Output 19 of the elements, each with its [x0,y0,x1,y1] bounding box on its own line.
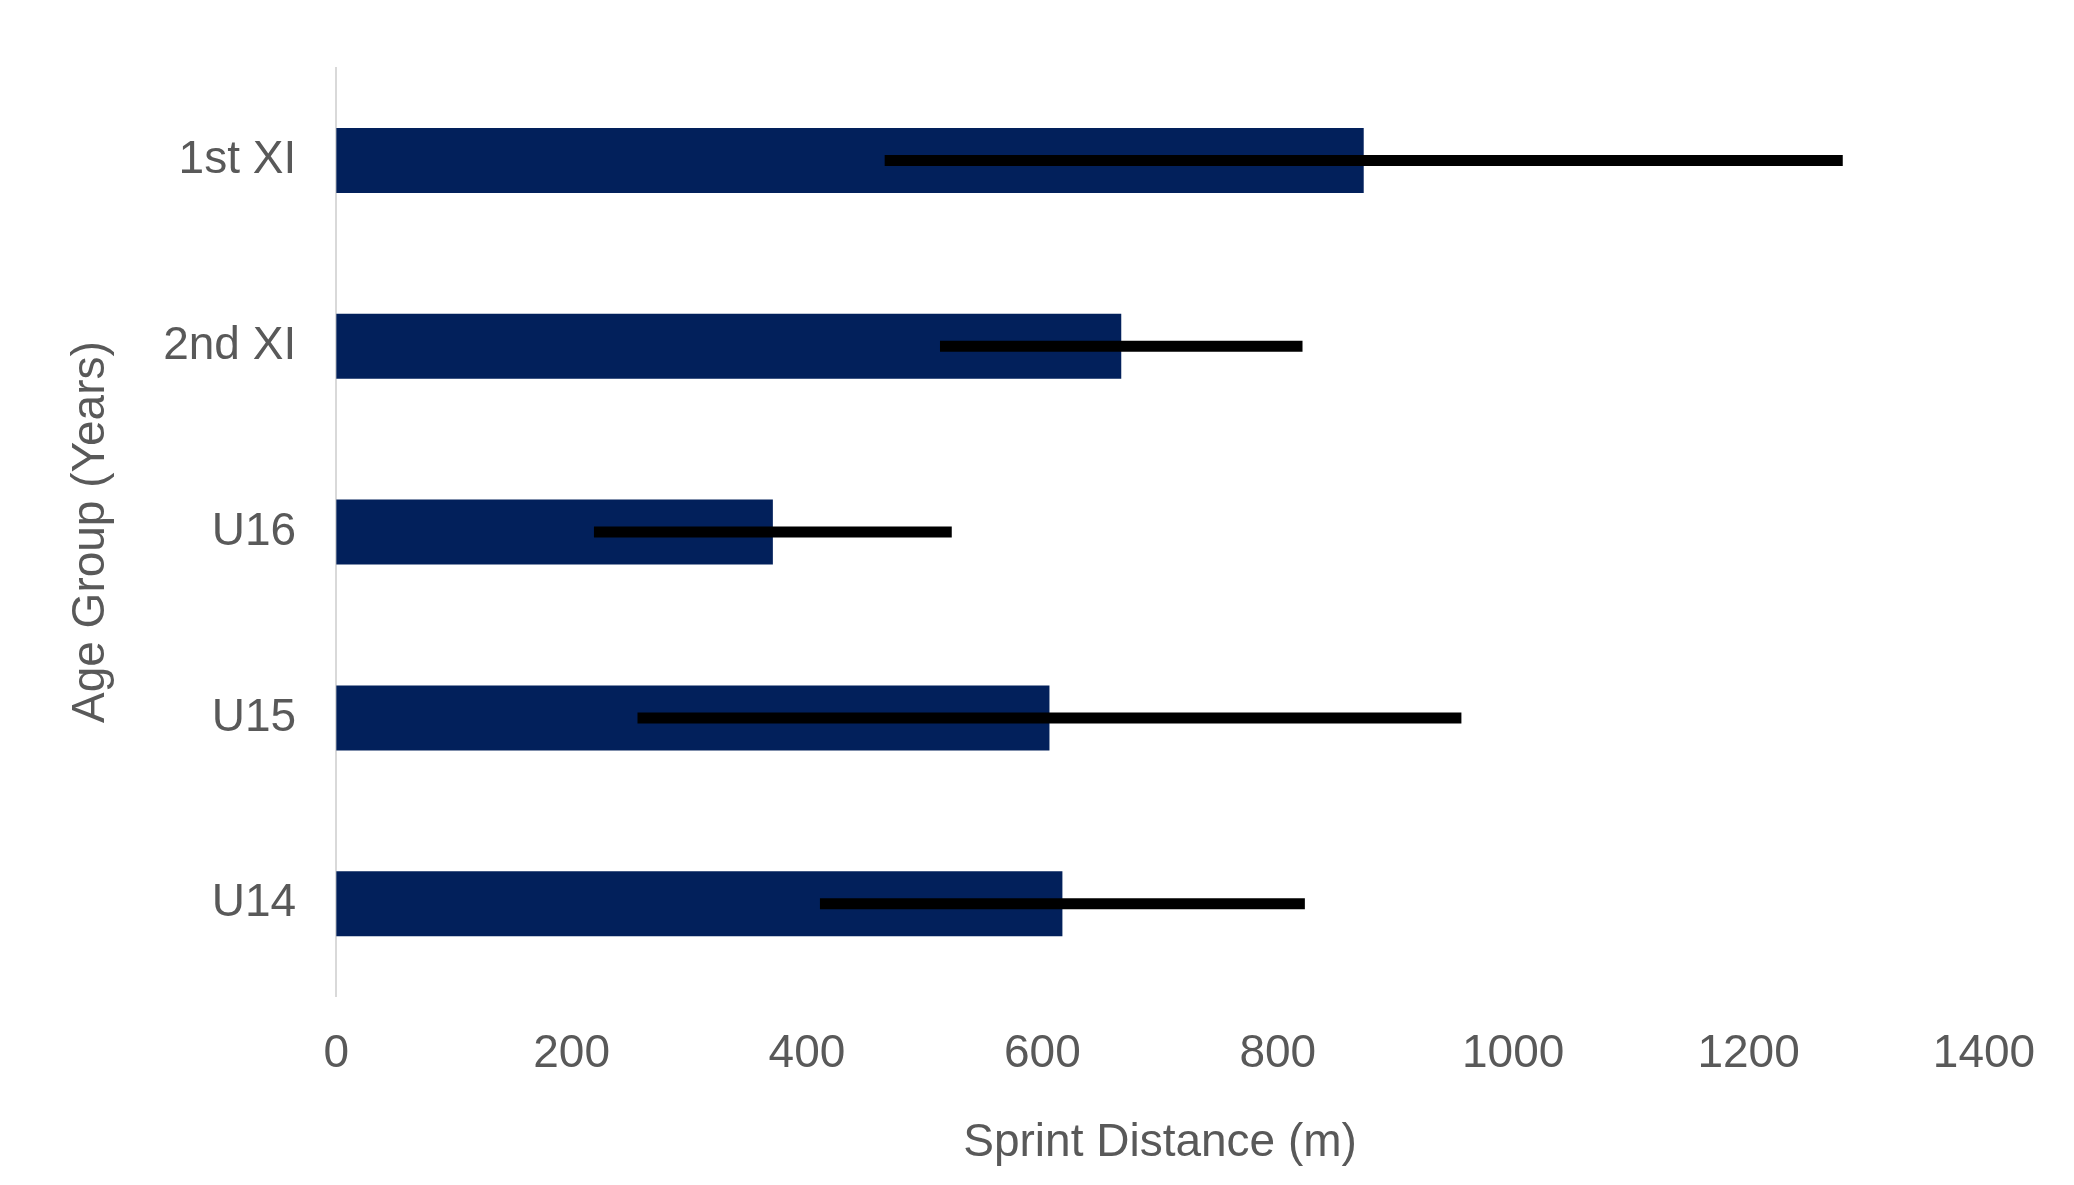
y-tick-label: U16 [211,502,297,555]
bar [336,127,1364,194]
x-tick-label: 200 [533,1024,610,1077]
x-tick-label: 1000 [1462,1024,1565,1077]
x-tick-label: 0 [323,1024,349,1077]
x-tick-label: 1200 [1697,1024,1800,1077]
y-tick-label: 1st XI [178,131,297,184]
bar [336,499,773,565]
x-tick-label: 800 [1239,1024,1317,1077]
y-tick-label: 2nd XI [163,316,297,369]
y-axis-title: Age Group (Years) [62,341,115,724]
x-tick-label: 1400 [1932,1024,2036,1077]
bar [336,871,1063,937]
x-axis-title: Sprint Distance (m) [963,1114,1357,1167]
y-tick-label: U14 [211,874,297,927]
bar [336,313,1122,379]
y-tick-label: U15 [211,688,297,741]
x-tick-label: 600 [1004,1024,1081,1077]
x-tick-label: 400 [768,1024,846,1077]
